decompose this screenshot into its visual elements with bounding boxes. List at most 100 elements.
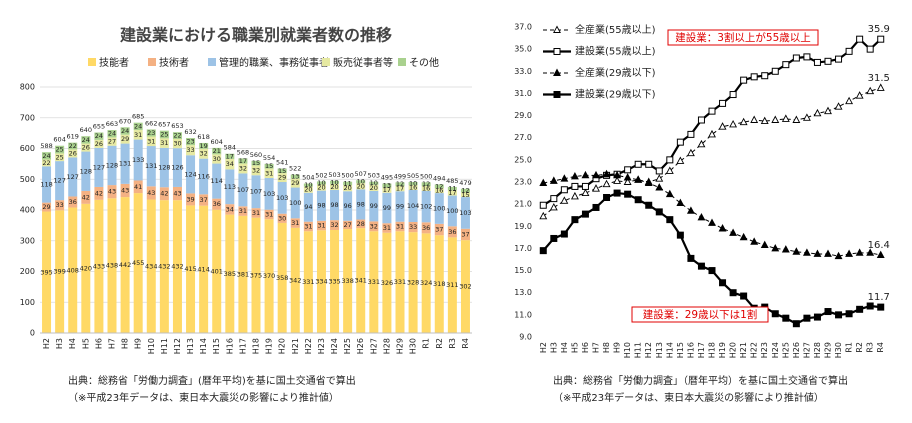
bar-segment	[290, 227, 300, 333]
segment-label: 103	[276, 194, 288, 202]
segment-label: 399	[53, 268, 65, 276]
segment-label: 104	[407, 202, 419, 210]
segment-label: 29	[42, 203, 50, 211]
segment-label: 326	[381, 279, 393, 287]
segment-label: 32	[252, 166, 260, 174]
point-marker	[813, 249, 822, 257]
y-tick-label: 33.0	[514, 67, 532, 76]
legend-label: 販売従事者等	[333, 56, 393, 69]
segment-label: 31	[291, 219, 299, 227]
x-tick-label: H6	[581, 342, 590, 353]
bar-segment	[277, 213, 287, 223]
legend-label: 全産業(55歳以上)	[575, 23, 656, 36]
segment-label: 311	[446, 281, 458, 289]
total-label: 494	[433, 174, 445, 182]
point-marker	[803, 53, 811, 61]
bar-segment	[447, 195, 457, 227]
bar-segment	[186, 138, 196, 146]
bar-segment	[212, 163, 222, 199]
segment-label: 116	[197, 172, 209, 180]
bar-segment	[146, 186, 156, 200]
point-marker	[676, 198, 685, 206]
point-marker	[624, 190, 632, 198]
bar-segment	[303, 186, 313, 193]
point-marker	[866, 302, 874, 310]
segment-label: 342	[289, 276, 301, 284]
segment-label: 358	[276, 274, 288, 282]
segment-label: 24	[134, 122, 142, 130]
total-label: 604	[53, 136, 65, 144]
bar-segment	[290, 178, 300, 188]
point-marker	[697, 262, 705, 270]
segment-label: 20	[357, 182, 365, 190]
legend-marker	[553, 91, 561, 98]
segment-label: 28	[357, 220, 365, 228]
point-marker	[623, 173, 632, 181]
point-marker	[855, 91, 864, 99]
end-value-label: 31.5	[868, 73, 890, 84]
legend-marker	[553, 68, 561, 76]
segment-label: 98	[357, 200, 365, 208]
bar-segment	[369, 181, 379, 185]
point-marker	[760, 116, 769, 125]
point-marker	[665, 166, 674, 174]
legend-marker	[553, 25, 561, 33]
bar-segment	[159, 147, 169, 188]
bar-segment	[42, 159, 52, 167]
end-value-label: 16.4	[868, 240, 890, 251]
bar-segment	[199, 148, 209, 159]
point-marker	[824, 57, 832, 65]
point-marker	[845, 47, 853, 55]
bar-segment	[81, 136, 91, 144]
segment-label: 331	[394, 278, 406, 286]
x-tick-label: H27	[802, 342, 811, 358]
point-marker	[613, 189, 621, 197]
point-marker	[781, 114, 790, 122]
point-marker	[560, 196, 569, 204]
bar-segment	[212, 198, 222, 210]
y-tick-label: 0	[30, 329, 35, 338]
point-marker	[771, 115, 780, 123]
bar-segment	[251, 175, 261, 209]
legend-label: 建設業(29歳以下)	[575, 88, 656, 101]
point-marker	[750, 73, 758, 81]
bar-segment	[330, 180, 340, 184]
point-marker	[655, 174, 664, 182]
segment-label: 102	[420, 203, 432, 211]
point-marker	[750, 237, 759, 245]
segment-label: 10	[409, 180, 417, 188]
segment-label: 99	[396, 202, 404, 210]
bar-segment	[146, 136, 156, 147]
bar-segment	[395, 221, 405, 232]
segment-label: 96	[343, 202, 351, 210]
segment-label: 32	[330, 221, 338, 229]
x-tick-label: H10	[147, 338, 156, 354]
point-marker	[592, 203, 600, 211]
bar-segment	[107, 130, 117, 138]
point-marker	[697, 116, 705, 124]
bar-segment	[68, 149, 78, 158]
bar-segment	[42, 211, 52, 333]
end-value-label: 35.9	[868, 24, 890, 35]
segment-label: 415	[184, 265, 196, 273]
point-marker	[834, 102, 843, 110]
point-marker	[560, 230, 568, 238]
point-marker	[550, 234, 558, 242]
total-label: 554	[263, 154, 275, 162]
segment-label: 433	[93, 262, 105, 270]
segment-label: 131	[119, 160, 131, 168]
bar-segment	[251, 160, 261, 166]
x-tick-label: R4	[461, 338, 470, 349]
segment-label: 24	[82, 136, 90, 144]
segment-label: 12	[461, 187, 469, 195]
segment-label: 37	[461, 230, 469, 238]
x-tick-label: R1	[845, 342, 854, 353]
bar-segment	[290, 174, 300, 179]
segment-label: 127	[93, 163, 105, 171]
total-label: 618	[197, 133, 209, 141]
point-marker	[570, 172, 579, 180]
bar-segment	[42, 202, 52, 212]
bar-segment	[408, 185, 418, 191]
total-label: 653	[171, 122, 183, 130]
bar-segment	[421, 222, 431, 234]
